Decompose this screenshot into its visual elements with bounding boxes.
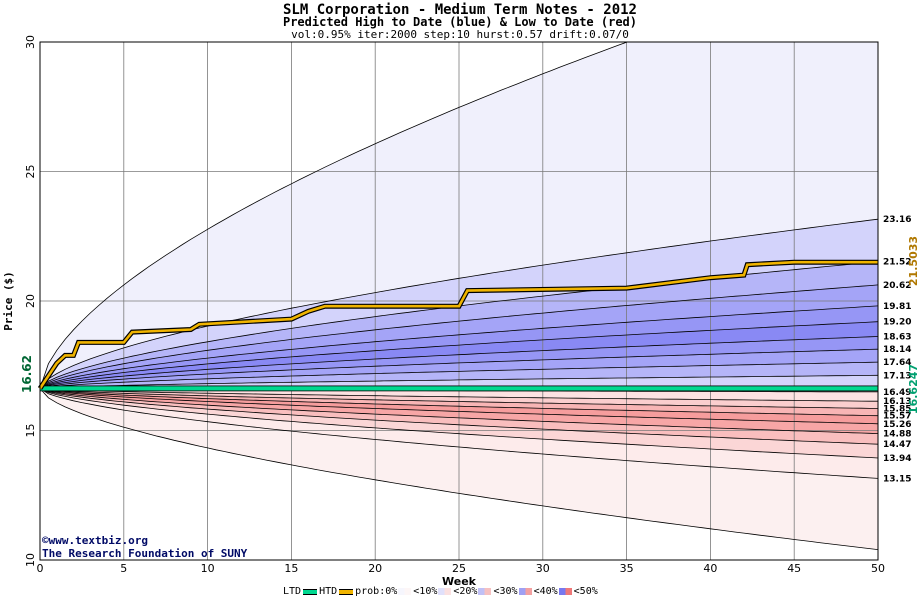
chart-subtitle: Predicted High to Date (blue) & Low to D… <box>282 15 637 29</box>
band-end-label-1: 21.52 <box>883 258 911 268</box>
band-end-label-13: 15.26 <box>883 420 911 430</box>
y-tick-0: 10 <box>24 553 37 567</box>
x-tick-7: 35 <box>620 562 634 575</box>
band-end-label-8: 17.13 <box>883 371 911 381</box>
x-tick-5: 25 <box>452 562 466 575</box>
legend-swatch-4 <box>558 588 572 595</box>
band-end-label-16: 13.94 <box>883 454 911 464</box>
x-tick-4: 20 <box>368 562 382 575</box>
legend-swatch-0 <box>398 588 412 595</box>
band-boundary-12 <box>40 388 878 409</box>
band-boundary-13 <box>40 388 878 417</box>
band-end-label-11: 15.85 <box>883 404 911 414</box>
start-price-label: 16.62 <box>20 355 34 393</box>
band-boundary-8 <box>40 361 878 389</box>
legend-swatch-1 <box>438 588 452 595</box>
legend-ltd-swatch <box>303 588 318 595</box>
chart-params: vol:0.95% iter:2000 step:10 hurst:0.57 d… <box>291 28 629 41</box>
band-boundary-17 <box>40 388 878 459</box>
legend-prob-label: prob:0% <box>355 586 398 597</box>
band-high-4 <box>40 321 878 389</box>
legend: LTD HTD prob:0% <10% <20% <30% <40% <50% <box>283 586 598 598</box>
axes-group: 23.16 21.52 20.62 19.81 19.20 18.63 18.14 17.64… <box>24 35 911 575</box>
x-tick-1: 5 <box>120 562 127 575</box>
band-low-8 <box>40 388 878 479</box>
legend-item-0: <10% <box>413 586 438 597</box>
band-low-4 <box>40 388 878 424</box>
legend-ltd-label: LTD <box>283 586 302 597</box>
band-end-label-9: 16.49 <box>883 388 911 398</box>
x-tick-8: 40 <box>703 562 717 575</box>
x-tick-9: 45 <box>787 562 801 575</box>
band-end-label-12: 15.57 <box>883 412 911 422</box>
y-axis-label: Price ($) <box>2 271 15 331</box>
band-high-1 <box>40 261 878 389</box>
band-high-2 <box>40 284 878 389</box>
band-end-label-7: 17.64 <box>883 358 911 368</box>
band-boundary-5 <box>40 321 878 389</box>
band-boundary-19 <box>40 388 878 550</box>
y-tick-3: 25 <box>24 165 37 179</box>
x-tick-2: 10 <box>201 562 215 575</box>
band-boundary-11 <box>40 388 878 402</box>
band-end-label-17: 13.15 <box>883 474 911 484</box>
y-tick-2: 20 <box>24 294 37 308</box>
legend-item-4: <50% <box>573 586 598 597</box>
x-tick-6: 30 <box>536 562 550 575</box>
band-end-label-5: 18.63 <box>883 332 911 342</box>
band-boundary-1 <box>40 218 878 389</box>
band-lines-group <box>40 42 878 550</box>
plot-frame <box>39 41 879 561</box>
legend-htd-swatch <box>339 588 354 595</box>
band-high-3 <box>40 305 878 389</box>
band-boundary-4 <box>40 305 878 389</box>
x-axis-label: Week <box>442 575 477 588</box>
band-boundary-7 <box>40 348 878 389</box>
legend-swatch-3 <box>518 588 532 595</box>
band-end-label-4: 19.20 <box>883 318 911 328</box>
band-boundary-16 <box>40 388 878 445</box>
band-end-label-14: 14.88 <box>883 430 911 440</box>
legend-item-1: <20% <box>453 586 478 597</box>
legend-htd-label: HTD <box>319 586 338 597</box>
band-end-label-0: 23.16 <box>883 215 911 225</box>
legend-item-2: <30% <box>493 586 518 597</box>
band-boundary-18 <box>40 388 878 479</box>
band-end-label-3: 19.81 <box>883 302 911 312</box>
htd-line <box>38 260 878 390</box>
ltd-value-label: 16.6247 <box>907 364 920 414</box>
band-end-label-15: 14.47 <box>883 440 911 450</box>
band-boundary-14 <box>40 388 878 425</box>
band-boundary-0 <box>40 42 629 389</box>
band-boundary-3 <box>40 284 878 389</box>
legend-swatch-2 <box>478 588 492 595</box>
y-tick-1: 15 <box>24 424 37 438</box>
credit-line-2: The Research Foundation of SUNY <box>42 547 248 560</box>
band-boundary-6 <box>40 336 878 389</box>
chart-title: SLM Corporation - Medium Term Notes - 20… <box>282 2 637 18</box>
band-boundary-15 <box>40 388 878 434</box>
htd-value-label: 21.5033 <box>907 236 920 286</box>
band-end-label-2: 20.62 <box>883 281 911 291</box>
band-boundary-9 <box>40 374 878 389</box>
ltd-line <box>39 385 879 392</box>
band-low-7 <box>40 388 878 458</box>
y-tick-4: 30 <box>24 35 37 49</box>
x-tick-0: 0 <box>37 562 44 575</box>
band-low-5 <box>40 388 878 434</box>
x-tick-10: 50 <box>871 562 885 575</box>
x-tick-3: 15 <box>284 562 298 575</box>
credit-line-1: ©www.textbiz.org <box>42 534 148 547</box>
band-end-label-6: 18.14 <box>883 345 911 355</box>
legend-item-3: <40% <box>533 586 558 597</box>
band-end-label-10: 16.13 <box>883 397 911 407</box>
